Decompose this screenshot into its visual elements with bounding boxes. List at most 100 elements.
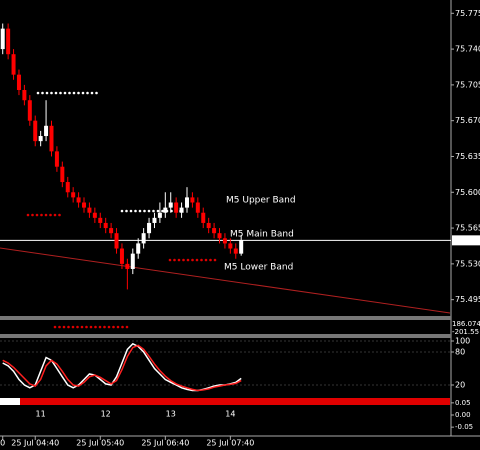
indicator-dot — [59, 91, 62, 95]
candle-body — [11, 54, 16, 75]
x-tick-label: 25 Jul 07:40 — [206, 439, 254, 448]
candle-body — [233, 248, 238, 254]
indicator-dot — [76, 325, 79, 329]
period-label: 12 — [101, 410, 111, 419]
indicator-dot — [125, 209, 128, 213]
y-tick-label: 75.705 — [455, 80, 480, 89]
y-tick-label: 75.530 — [455, 259, 480, 268]
y-tick-label: 0.00 — [455, 411, 471, 419]
candle-body — [98, 217, 103, 223]
y-tick-label: 100 — [455, 337, 470, 346]
indicator-dot — [95, 91, 98, 95]
indicator-dot — [77, 91, 80, 95]
indicator-dot — [26, 213, 30, 217]
indicator-dot — [186, 258, 190, 262]
indicator-dot — [71, 325, 75, 329]
candle-body — [184, 197, 189, 208]
indicator-dot — [40, 213, 43, 217]
indicator-dot — [120, 209, 124, 213]
candle-body — [27, 100, 32, 121]
candle-body — [179, 207, 184, 213]
indicator-dot — [53, 213, 57, 217]
y-tick-label: 0.05 — [455, 399, 471, 407]
period-label: 13 — [166, 410, 176, 419]
candle-body — [174, 202, 179, 213]
candle-body — [54, 151, 59, 167]
indicator-dot — [125, 325, 129, 329]
candle-body — [190, 197, 195, 203]
indicator-dot — [44, 213, 48, 217]
candle-body — [217, 233, 222, 239]
candle-body — [33, 120, 38, 142]
candle-body — [206, 222, 211, 229]
indicator-dot — [68, 91, 71, 95]
histogram-block — [20, 398, 450, 405]
indicator-dot — [191, 258, 194, 262]
candle-body — [212, 228, 217, 234]
indicator-dot — [209, 258, 212, 262]
indicator-dot — [86, 91, 89, 95]
band-label: M5 Lower Band — [224, 263, 293, 273]
candle-body — [22, 90, 27, 101]
indicator-dot — [58, 213, 61, 217]
y-tick-label: 75.740 — [455, 45, 480, 54]
candle-body — [65, 182, 70, 193]
last-price-label: 75.553 — [454, 236, 480, 245]
indicator-dot — [103, 325, 106, 329]
indicator-dot — [81, 91, 85, 95]
indicator-dot — [50, 91, 53, 95]
y-tick-label: 75.565 — [455, 224, 480, 233]
candle-body — [103, 222, 108, 229]
candle-body — [201, 212, 206, 223]
x-tick-label: 25 Jul 05:40 — [76, 439, 124, 448]
candle-body — [92, 212, 97, 218]
indicator-dot — [85, 325, 88, 329]
indicator-dot — [49, 213, 52, 217]
candle-body — [152, 217, 157, 223]
indicator-dot — [173, 258, 176, 262]
candle-body — [168, 202, 173, 208]
candle-body — [130, 253, 135, 269]
candle-body — [239, 240, 244, 254]
indicator-dot — [152, 209, 155, 213]
indicator-dot — [204, 258, 208, 262]
candle-body — [60, 166, 65, 183]
indicator-dot — [177, 258, 181, 262]
trend-line — [0, 247, 451, 314]
indicator-dot — [41, 91, 44, 95]
indicator-dot — [156, 209, 160, 213]
side-label: 186.074 — [452, 320, 480, 328]
y-tick-label: 20 — [455, 381, 465, 390]
side-label: -201.55 — [452, 328, 479, 336]
indicator-dot — [143, 209, 146, 213]
indicator-dot — [138, 209, 142, 213]
indicator-dot — [94, 325, 97, 329]
indicator-dot — [62, 325, 66, 329]
candle-body — [222, 238, 227, 244]
y-tick-label: 75.635 — [455, 152, 480, 161]
x-tick-label: 0 — [0, 439, 5, 448]
candle-body — [114, 233, 119, 249]
indicator-dot — [89, 325, 93, 329]
indicator-dot — [168, 258, 172, 262]
y-tick-label: -0.05 — [455, 423, 473, 431]
indicator-dot — [98, 325, 102, 329]
candle-body — [71, 192, 76, 198]
indicator-dot — [121, 325, 124, 329]
candle-body — [136, 243, 141, 254]
candle-body — [87, 207, 92, 213]
indicator-dot — [53, 325, 57, 329]
indicator-dot — [182, 258, 185, 262]
y-tick-label: 75.670 — [455, 116, 480, 125]
candle-body — [6, 28, 11, 55]
y-tick-label: 75.495 — [455, 295, 480, 304]
indicator-dot — [107, 325, 111, 329]
y-tick-label: 75.775 — [455, 9, 480, 18]
indicator-dot — [134, 209, 137, 213]
histogram-block — [0, 398, 20, 405]
indicator-dot — [195, 258, 199, 262]
candle-body — [228, 243, 233, 249]
indicator-dot — [129, 209, 133, 213]
candle-body — [49, 125, 54, 152]
